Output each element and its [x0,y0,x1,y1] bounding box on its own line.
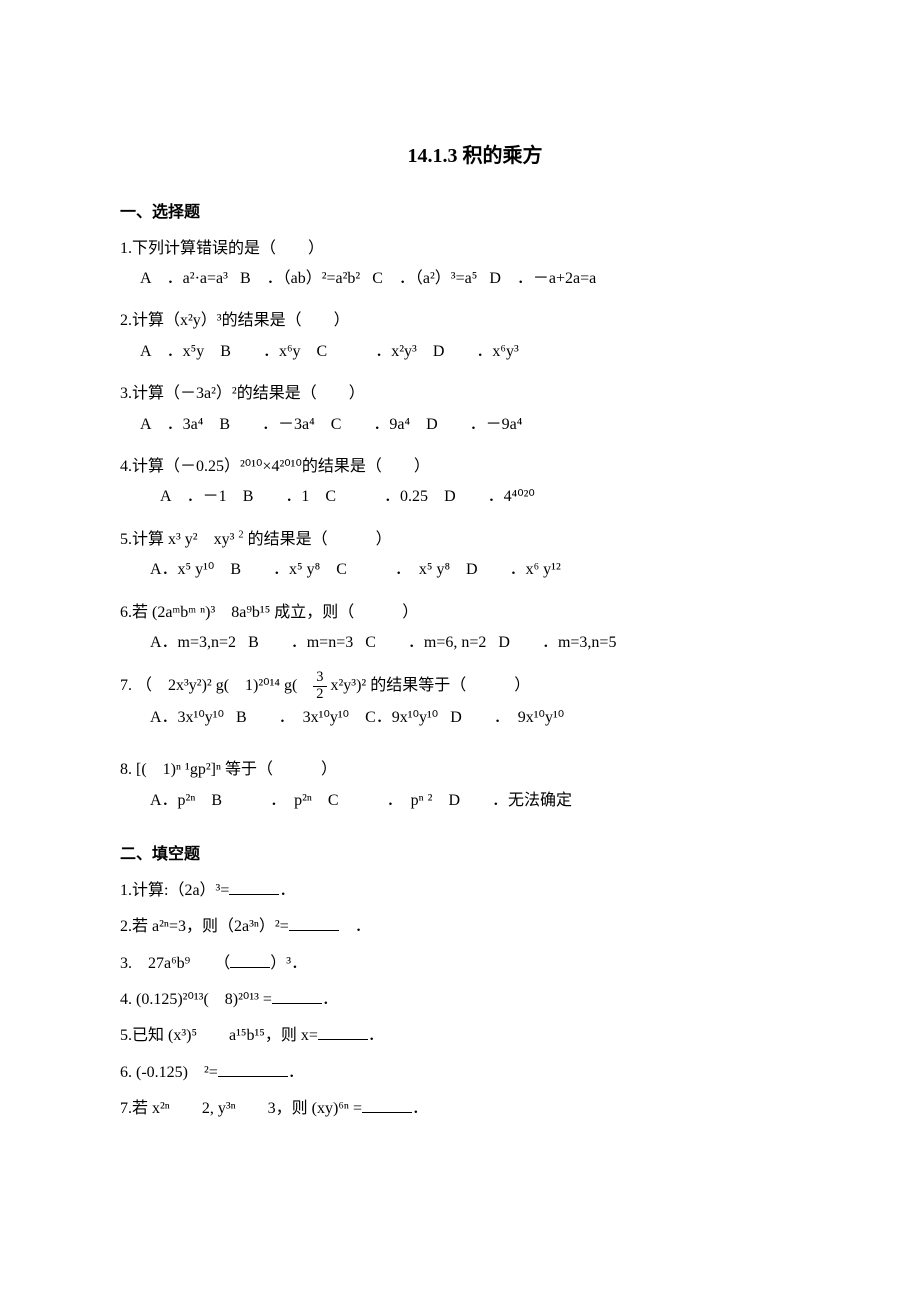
q2-opt-a: A ．x⁵y [140,343,204,360]
fill-q6: 6. (-0.125) ²=． [120,1058,830,1088]
q4-opt-b: B ．1 [243,488,310,505]
q7-stem: 7. （ 2x³y²)² g( 1)²⁰¹⁴ g( 32 x²y³)² 的结果等… [120,670,830,703]
q2-opt-c: C ．x²y³ [317,343,417,360]
question-1: 1.下列计算错误的是（ ） A ．a²·a=a³ B ．（ab）²=a²b² C… [120,234,830,295]
fill-q2: 2.若 a²ⁿ=3，则（2a³ⁿ）²= ． [120,912,830,942]
question-5: 5.计算 x³ y² xy³ 2 的结果是（ ） A．x⁵ y¹⁰ B ．x⁵ … [120,525,830,586]
question-2: 2.计算（x²y）³的结果是（ ） A ．x⁵y B ．x⁶y C ．x²y³ … [120,306,830,367]
question-8: 8. [( 1)ⁿ ¹gp²]ⁿ 等于（ ） A．p²ⁿ B ． p²ⁿ C ．… [120,755,830,816]
q8-opt-a: A．p²ⁿ [150,792,195,809]
section-2-header: 二、填空题 [120,842,830,868]
q1-opt-b: B ．（ab）²=a²b² [240,270,360,287]
question-6: 6.若 (2aᵐbᵐ ⁿ)³ 8a⁹b¹⁵ 成立，则（ ） A．m=3,n=2 … [120,598,830,659]
q2-opt-d: D ．x⁶y³ [433,343,519,360]
q6-options: A．m=3,n=2 B ．m=n=3 C ．m=6, n=2 D ．m=3,n=… [120,628,830,658]
q8-options: A．p²ⁿ B ． p²ⁿ C ． pⁿ ² D ．无法确定 [120,786,830,816]
q5-opt-a: A．x⁵ y¹⁰ [150,561,214,578]
q4-opt-c: C ．0.25 [325,488,428,505]
q3-opt-a: A ．3a⁴ [140,416,203,433]
q8-opt-c: C ． pⁿ ² [328,792,433,809]
blank [289,915,339,931]
fill-q4: 4. (0.125)²⁰¹³( 8)²⁰¹³ =． [120,985,830,1015]
fill-q3: 3. 27a⁶b⁹ （）³． [120,949,830,979]
fill-q5: 5.已知 (x³)⁵ a¹⁵b¹⁵，则 x=． [120,1021,830,1051]
q2-stem: 2.计算（x²y）³的结果是（ ） [120,306,830,336]
q5-opt-b: B ．x⁵ y⁸ [230,561,320,578]
q3-stem: 3.计算（－3a²）²的结果是（ ） [120,379,830,409]
q7-opt-b: B ． 3x¹⁰y¹⁰ [236,709,349,726]
q2-options: A ．x⁵y B ．x⁶y C ．x²y³ D ．x⁶y³ [120,337,830,367]
blank [272,988,322,1004]
question-4: 4.计算（－0.25）²⁰¹⁰×4²⁰¹⁰的结果是（ ） A ．－1 B ．1 … [120,452,830,513]
q6-opt-d: D ．m=3,n=5 [498,634,616,651]
blank [218,1061,288,1077]
q1-opt-d: D ．－a+2a=a [489,270,596,287]
blank [318,1024,368,1040]
q7-options: A．3x¹⁰y¹⁰ B ． 3x¹⁰y¹⁰ C．9x¹⁰y¹⁰ D ． 9x¹⁰… [120,703,830,733]
blank [362,1097,412,1113]
q6-opt-c: C ．m=6, n=2 [365,634,486,651]
q3-opt-d: D ．－9a⁴ [426,416,522,433]
q5-opt-c: C ． x⁵ y⁸ [336,561,450,578]
q8-opt-d: D ．无法确定 [448,792,572,809]
question-7: 7. （ 2x³y²)² g( 1)²⁰¹⁴ g( 32 x²y³)² 的结果等… [120,670,830,733]
page-title: 14.1.3 积的乘方 [120,140,830,172]
q4-opt-d: D ．4⁴⁰²⁰ [444,488,535,505]
q2-opt-b: B ．x⁶y [220,343,300,360]
q1-options: A ．a²·a=a³ B ．（ab）²=a²b² C ．（a²）³=a⁵ D ．… [120,264,830,294]
section-1-header: 一、选择题 [120,200,830,226]
q1-opt-c: C ．（a²）³=a⁵ [372,270,477,287]
q6-opt-b: B ．m=n=3 [248,634,353,651]
q7-opt-d: D ． 9x¹⁰y¹⁰ [450,709,564,726]
q1-opt-a: A ．a²·a=a³ [140,270,228,287]
q1-stem: 1.下列计算错误的是（ ） [120,234,830,264]
blank [230,952,270,968]
q8-opt-b: B ． p²ⁿ [211,792,312,809]
q7-opt-c: C．9x¹⁰y¹⁰ [365,709,438,726]
q7-opt-a: A．3x¹⁰y¹⁰ [150,709,224,726]
q5-options: A．x⁵ y¹⁰ B ．x⁵ y⁸ C ． x⁵ y⁸ D ．x⁶ y¹² [120,555,830,585]
q4-options: A ．－1 B ．1 C ．0.25 D ．4⁴⁰²⁰ [120,482,830,512]
fill-q7: 7.若 x²ⁿ 2, y³ⁿ 3，则 (xy)⁶ⁿ =． [120,1094,830,1124]
q4-stem: 4.计算（－0.25）²⁰¹⁰×4²⁰¹⁰的结果是（ ） [120,452,830,482]
q5-opt-d: D ．x⁶ y¹² [466,561,561,578]
q3-options: A ．3a⁴ B ．－3a⁴ C ．9a⁴ D ．－9a⁴ [120,410,830,440]
fill-q1: 1.计算:（2a）³=． [120,876,830,906]
q5-stem: 5.计算 x³ y² xy³ 2 的结果是（ ） [120,525,830,555]
q3-opt-b: B ．－3a⁴ [219,416,314,433]
q4-opt-a: A ．－1 [160,488,227,505]
q3-opt-c: C ．9a⁴ [331,416,410,433]
q8-stem: 8. [( 1)ⁿ ¹gp²]ⁿ 等于（ ） [120,755,830,785]
blank [229,879,279,895]
q6-opt-a: A．m=3,n=2 [150,634,236,651]
q6-stem: 6.若 (2aᵐbᵐ ⁿ)³ 8a⁹b¹⁵ 成立，则（ ） [120,598,830,628]
question-3: 3.计算（－3a²）²的结果是（ ） A ．3a⁴ B ．－3a⁴ C ．9a⁴… [120,379,830,440]
